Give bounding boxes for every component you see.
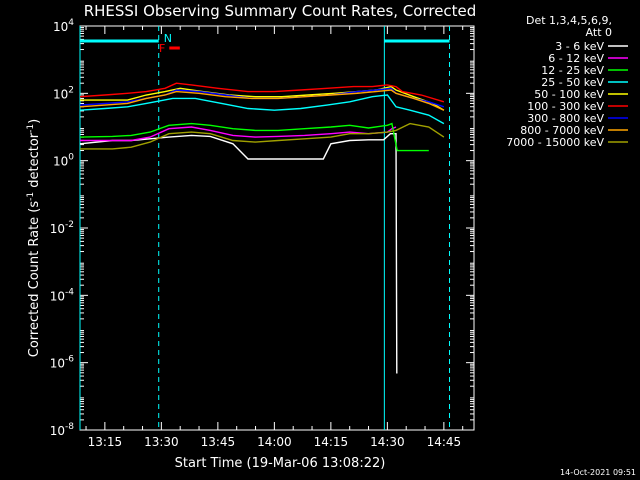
series-line — [79, 94, 445, 125]
series-line — [79, 132, 398, 374]
x-tick-label: 14:45 — [427, 435, 462, 449]
legend-entry: 50 - 100 keV — [534, 88, 604, 101]
legend-entry: 25 - 50 keV — [541, 76, 604, 89]
series-line — [79, 82, 445, 103]
y-axis-label: Corrected Count Rate (s-1 detector-1) — [26, 119, 42, 357]
series-line — [79, 89, 445, 111]
axes: 10-8 10-6 10-4 10-2 100 102 104 13:15 13:30 13:45… — [50, 18, 475, 449]
x-tick-label: 14:30 — [370, 435, 405, 449]
y-tick-label: 10-4 — [50, 287, 75, 303]
legend-header: Att 0 — [586, 26, 612, 39]
y-tick-label: 10-2 — [50, 220, 74, 236]
y-tick-label: 102 — [53, 85, 74, 101]
night-label: N — [164, 32, 172, 45]
legend-entry: 3 - 6 keV — [555, 40, 604, 53]
series-line — [79, 122, 429, 152]
x-tick-label: 13:45 — [201, 435, 236, 449]
legend-entry: 7000 - 15000 keV — [506, 136, 604, 149]
x-axis-label: Start Time (19-Mar-06 13:08:22) — [175, 456, 386, 471]
legend-entry: 6 - 12 keV — [548, 52, 604, 65]
y-tick-label: 10-8 — [50, 422, 75, 438]
legend-entry: 100 - 300 keV — [527, 100, 604, 113]
legend-header: Det 1,3,4,5,6,9, — [526, 14, 612, 27]
legend-entry: 300 - 800 keV — [527, 112, 604, 125]
x-tick-label: 13:30 — [144, 435, 179, 449]
legend-entry: 800 - 7000 keV — [520, 124, 604, 137]
legend-entry: 12 - 25 keV — [541, 64, 604, 77]
chart-title: RHESSI Observing Summary Count Rates, Co… — [84, 2, 477, 20]
annotations: NF — [79, 26, 451, 430]
x-tick-label: 14:00 — [257, 435, 292, 449]
flare-label: F — [159, 42, 165, 55]
timestamp: 14-Oct-2021 09:51 — [560, 468, 636, 477]
x-tick-label: 13:15 — [88, 435, 123, 449]
x-tick-label: 14:15 — [314, 435, 349, 449]
y-tick-label: 104 — [53, 18, 74, 34]
series-lines — [79, 82, 445, 374]
y-tick-label: 10-6 — [50, 355, 75, 371]
y-tick-label: 100 — [53, 153, 74, 169]
series-line — [80, 85, 445, 111]
series-line — [80, 122, 445, 150]
